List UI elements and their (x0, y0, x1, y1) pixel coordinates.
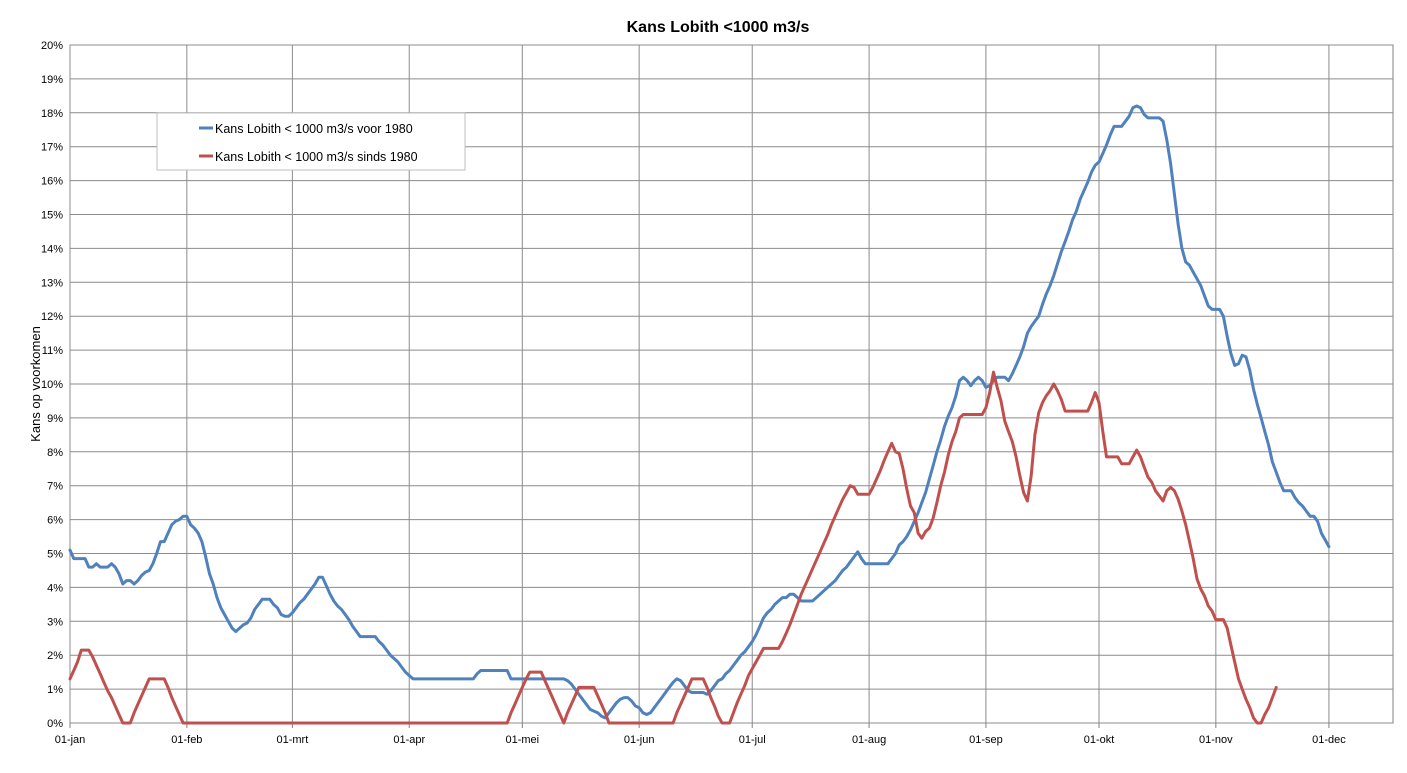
axes: 0% 1% 2% 3% 4% 5% 6% 7% 8% 9% 10% 11% 12% 13% 14% 15% 16… (41, 40, 1346, 746)
y-axis-label: Kans op voorkomen (28, 326, 43, 442)
x-tick-label: 01-nov (1199, 734, 1233, 746)
x-tick-label: 01-apr (393, 734, 425, 746)
y-tick-label: 9% (47, 413, 63, 425)
x-tick-label: 01-jun (624, 734, 655, 746)
y-tick-label: 13% (41, 277, 63, 289)
y-tick-label: 7% (47, 481, 63, 493)
x-tick-label: 01-aug (852, 734, 886, 746)
x-tick-label: 01-mei (505, 734, 539, 746)
y-tick-label: 11% (42, 345, 63, 357)
y-tick-label: 16% (41, 176, 63, 188)
x-tick-label: 01-jul (739, 734, 766, 746)
y-tick-label: 4% (47, 582, 63, 594)
y-tick-label: 14% (41, 243, 63, 255)
y-tick-label: 3% (47, 616, 63, 628)
series-line-2 (68, 370, 1278, 725)
x-tick-label: 01-dec (1312, 734, 1346, 746)
y-tick-label: 8% (47, 447, 63, 459)
y-tick-label: 1% (47, 684, 63, 696)
legend-label-series-1: Kans Lobith < 1000 m3/s voor 1980 (215, 122, 413, 136)
y-tick-label: 17% (41, 142, 63, 154)
y-tick-label: 6% (47, 515, 63, 527)
y-tick-label: 2% (47, 650, 63, 662)
x-tick-label: 01-okt (1084, 734, 1115, 746)
series-lines (68, 104, 1331, 725)
gridlines (69, 44, 1394, 724)
y-tick-label: 18% (41, 108, 63, 120)
y-tick-label: 5% (47, 549, 63, 561)
x-tick-label: 01-feb (171, 734, 202, 746)
x-tick-label: 01-sep (969, 734, 1003, 746)
series-line-1 (68, 104, 1331, 720)
legend-box (156, 112, 466, 171)
y-tick-label: 15% (41, 210, 63, 222)
x-tick-label: 01-mrt (276, 734, 308, 746)
y-tick-label: 12% (41, 311, 63, 323)
x-tick-label: 01-jan (55, 734, 86, 746)
y-tick-label: 0% (47, 718, 63, 730)
legend-label-series-2: Kans Lobith < 1000 m3/s sinds 1980 (215, 150, 418, 164)
chart-title: Kans Lobith <1000 m3/s (627, 19, 810, 36)
y-tick-label: 19% (41, 74, 63, 86)
y-tick-label: 10% (41, 379, 63, 391)
y-tick-label: 20% (41, 40, 63, 52)
legend: Kans Lobith < 1000 m3/s voor 1980 Kans L… (156, 112, 466, 171)
